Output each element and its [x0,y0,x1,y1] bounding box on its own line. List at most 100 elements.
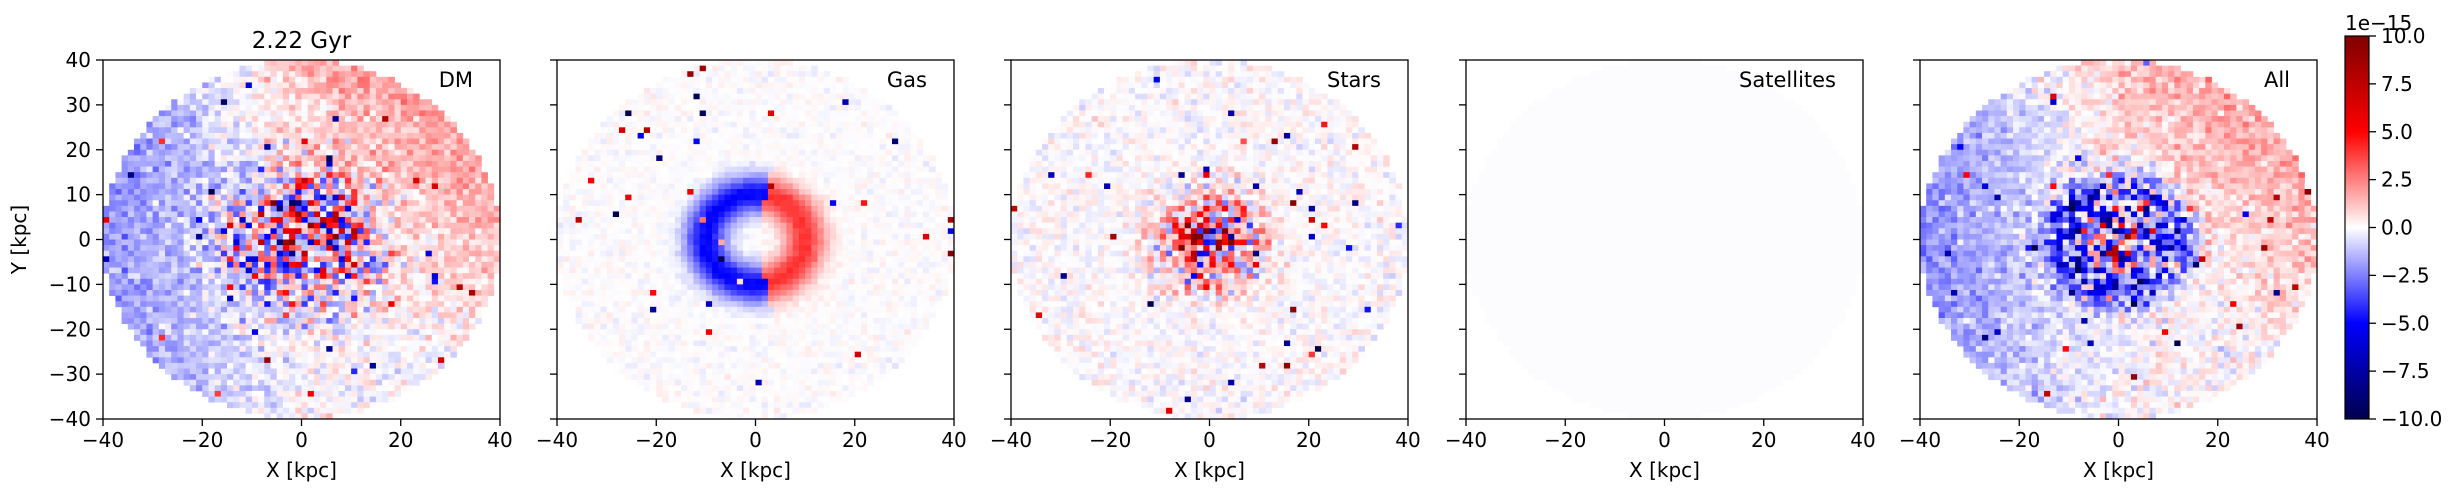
heatmap-cell [557,233,564,240]
heatmap-cell [394,239,402,246]
heatmap-cell [885,144,893,151]
heatmap-cell [382,110,389,117]
heatmap-cell [245,194,253,201]
heatmap-cell [743,228,750,235]
heatmap-cell [581,149,589,156]
heatmap-cell [705,160,713,167]
heatmap-cell [419,205,426,212]
heatmap-cell [295,121,302,128]
heatmap-cell [233,295,240,302]
heatmap-cell [127,284,135,291]
heatmap-cell [245,149,253,156]
heatmap-cell [177,177,184,184]
heatmap-cell [916,222,924,229]
heatmap-cell [419,351,426,358]
heatmap-cell [475,211,482,218]
heatmap-cell [786,127,794,134]
heatmap-cell [885,127,893,134]
heatmap-cell [307,217,315,224]
heatmap-cell [202,357,209,364]
heatmap-cell [594,183,601,190]
heatmap-cell [922,183,930,190]
heatmap-cell [493,222,500,229]
heatmap-cell [767,82,775,89]
heatmap-cell [363,329,371,336]
heatmap-cell [227,205,234,212]
heatmap-cell [637,138,645,145]
heatmap-cell [351,278,358,285]
heatmap-cell [227,194,234,201]
heatmap-cell [462,278,470,285]
heatmap-cell [295,99,302,106]
heatmap-cell [363,402,371,409]
heatmap-cell [444,323,451,330]
heatmap-cell [625,239,632,246]
heatmap-cell [687,76,694,83]
heatmap-cell [712,160,719,167]
heatmap-cell [177,323,184,330]
heatmap-cell [326,177,333,184]
heatmap-cell [351,301,358,308]
heatmap-cell [183,289,191,296]
heatmap-cell [885,166,893,173]
heatmap-cell [313,160,321,167]
heatmap-cell [251,334,259,341]
heatmap-cell [419,261,426,268]
heatmap-cell [425,121,433,128]
heatmap-cell [935,183,942,190]
heatmap-cell [947,233,954,240]
heatmap-cell [171,239,178,246]
heatmap-cell [332,289,340,296]
heatmap-cell [202,379,209,386]
heatmap-cell [220,346,228,353]
heatmap-cell [227,211,234,218]
heatmap-cell [264,121,271,128]
heatmap-cell [693,205,701,212]
heatmap-cell [214,144,222,151]
heatmap-cell [183,301,191,308]
heatmap-cell [146,217,153,224]
heatmap-cell [388,301,395,308]
heatmap-cell [431,362,439,369]
heatmap-cell [109,284,116,291]
heatmap-cell [233,329,240,336]
y-tick-label: −40 [49,407,91,431]
heatmap-cell [885,222,893,229]
heatmap-cell [140,284,147,291]
heatmap-cell [400,127,408,134]
heatmap-cell [730,217,738,224]
heatmap-cell [749,65,756,72]
heatmap-cell [400,132,408,139]
heatmap-cell [456,256,464,263]
heatmap-cell [375,110,383,117]
heatmap-cell [867,138,874,145]
heatmap-cell [171,284,178,291]
heatmap-cell [656,155,663,162]
heatmap-cell [873,116,880,123]
heatmap-cell [239,407,247,414]
heatmap-cell [134,189,141,195]
heatmap-cell [867,172,874,179]
heatmap-cell [860,205,868,212]
heatmap-cell [419,318,426,324]
heatmap-cell [251,346,259,353]
heatmap-cell [115,211,122,218]
heatmap-cell [749,177,756,184]
heatmap-cell [220,273,228,280]
heatmap-cell [406,351,414,358]
heatmap-cell [829,144,837,151]
heatmap-cell [662,245,669,252]
heatmap-cell [693,65,701,72]
heatmap-cell [227,104,234,111]
heatmap-cell [214,374,222,381]
heatmap-cell [693,183,701,190]
heatmap-cell [774,138,781,145]
heatmap-cell [419,368,426,375]
heatmap-cell [619,200,626,207]
heatmap-cell [233,346,240,353]
heatmap-cell [134,306,141,313]
heatmap-cell [245,116,253,123]
heatmap-cell [239,82,247,89]
heatmap-cell [811,127,818,134]
heatmap-cell [301,116,309,123]
